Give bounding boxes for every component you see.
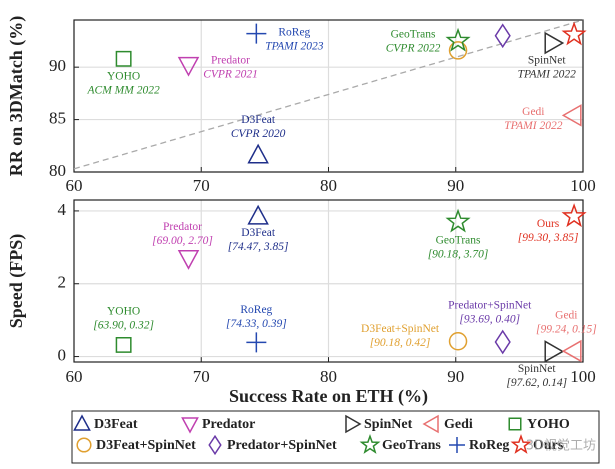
point-marker [445,208,471,233]
y-axis-title: RR on 3DMatch (%) [6,16,27,176]
y-axis-title: Speed (FPS) [6,234,27,329]
legend-label: GeoTrans [382,438,441,453]
point-label: GeoTrans [436,234,481,246]
point-marker [247,143,269,164]
x-tick-label: 100 [570,367,596,386]
y-tick-label: 0 [58,345,67,364]
point-marker [445,27,471,52]
legend-box [71,410,600,464]
point-marker [246,332,267,353]
legend-marker [73,414,91,431]
legend-label: Predator+SpinNet [227,438,337,453]
watermark: 3D视觉工坊 [526,439,596,454]
point-sublabel: [63.90, 0.32] [93,320,154,332]
plot-frame [73,19,584,173]
point-marker [177,249,200,270]
point-marker [247,204,269,225]
point-label: D3Feat+SpinNet [361,323,440,335]
point-marker [494,329,511,355]
point-label: RoReg [240,304,272,316]
x-tick-label: 80 [320,176,337,195]
point-sublabel: [74.47, 3.85] [228,241,289,253]
point-label: SpinNet [518,363,557,375]
legend-label: YOHO [527,417,570,432]
x-tick-label: 60 [66,367,83,386]
point-label: Predator+SpinNet [448,300,532,312]
point-marker [544,340,565,363]
point-label: Gedi [522,106,544,118]
point-sublabel: [74.33, 0.39] [226,318,287,330]
point-sublabel: TPAMI 2022 [518,69,576,81]
point-sublabel: [93.69, 0.40] [459,314,520,326]
point-sublabel: CVPR 2021 [203,69,258,81]
legend-label: RoReg [469,438,509,453]
point-sublabel: ACM MM 2022 [87,84,160,96]
legend-label: SpinNet [364,417,413,432]
point-marker [115,50,132,67]
point-marker [561,203,587,228]
legend-marker [508,417,522,431]
reference-line [73,19,584,170]
legend-label: Predator [202,417,255,432]
point-label: YOHO [107,306,140,318]
point-marker [115,336,132,353]
legend-label: D3Feat+SpinNet [96,438,196,453]
y-tick-label: 2 [58,273,67,292]
point-label: RoReg [278,26,310,38]
y-tick-label: 85 [49,108,66,127]
x-tick-label: 70 [193,176,210,195]
legend-marker [181,417,199,434]
x-tick-label: 80 [320,367,337,386]
legend-label: Gedi [444,417,473,432]
y-tick-label: 90 [49,56,66,75]
legend-marker [208,434,222,456]
y-tick-label: 80 [49,161,66,180]
point-label: GeoTrans [391,29,436,41]
point-label: Predator [211,55,250,67]
point-label: SpinNet [528,55,567,67]
point-sublabel: [69.00, 2.70] [152,235,213,247]
point-sublabel: TPAMI 2022 [504,120,562,132]
legend-marker [76,437,92,453]
point-label: YOHO [107,70,140,82]
x-axis-title: Success Rate on ETH (%) [229,386,428,407]
point-sublabel: CVPR 2020 [231,128,286,140]
point-marker [561,104,582,127]
plot-frame [73,199,584,363]
point-sublabel: [99.24, 0.15] [536,324,597,336]
point-marker [177,56,200,77]
point-sublabel: [99.30, 3.85] [518,232,579,244]
point-marker [494,23,511,49]
legend-marker [510,433,532,454]
x-tick-label: 90 [447,176,464,195]
legend-marker [359,433,381,454]
point-marker [544,31,565,55]
point-sublabel: [90.18, 0.42] [370,337,431,349]
legend-marker [345,414,362,434]
legend-marker [422,414,439,434]
point-sublabel: CVPR 2022 [386,43,441,55]
y-tick-label: 4 [58,200,67,219]
point-marker [448,332,468,351]
point-marker [561,339,582,363]
point-sublabel: [97.62, 0.14] [506,377,567,389]
point-label: Gedi [555,310,577,322]
x-tick-label: 100 [570,176,596,195]
point-sublabel: [90.18, 3.70] [428,248,489,260]
point-sublabel: TPAMI 2023 [265,40,323,52]
x-tick-label: 60 [66,176,83,195]
point-label: Predator [163,221,202,233]
point-label: D3Feat [241,227,276,239]
legend-label: Ours [533,438,564,453]
point-label: D3Feat [241,114,276,126]
legend-label: D3Feat [94,417,138,432]
point-marker [246,23,267,44]
point-marker [561,21,587,46]
point-label: Ours [537,218,560,230]
x-tick-label: 90 [447,367,464,386]
legend-marker [449,437,465,453]
x-tick-label: 70 [193,367,210,386]
